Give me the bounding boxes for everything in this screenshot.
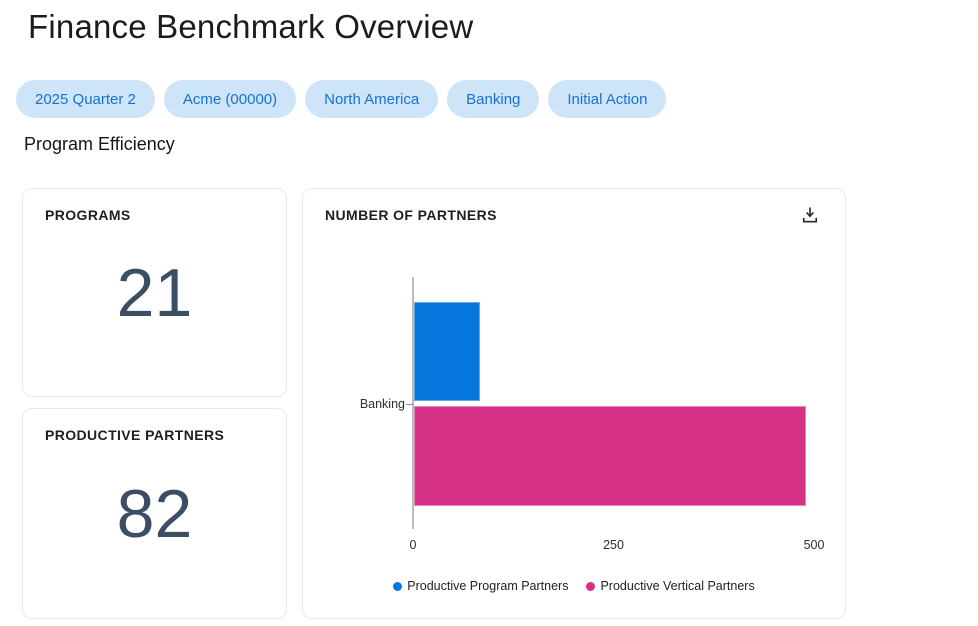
- kpi-card-title: PRODUCTIVE PARTNERS: [45, 427, 225, 443]
- legend-dot-blue-icon: [393, 581, 403, 591]
- kpi-value-productive-partners: 82: [116, 475, 193, 552]
- filter-chip-account[interactable]: Acme (00000): [163, 80, 297, 118]
- download-icon: [800, 205, 820, 225]
- chart-card-number-of-partners: NUMBER OF PARTNERS Banking 0 250 500: [302, 188, 846, 619]
- legend-label: Productive Vertical Partners: [600, 579, 755, 593]
- y-axis-category-label: Banking: [359, 397, 405, 411]
- y-axis-line: [412, 277, 414, 529]
- x-axis-tick-label-500: 500: [803, 538, 825, 552]
- legend-item-productive-program-partners[interactable]: Productive Program Partners: [393, 579, 568, 593]
- bar-productive-vertical-partners[interactable]: [414, 406, 806, 506]
- chart-card-title: NUMBER OF PARTNERS: [325, 207, 497, 223]
- y-axis-tick: [406, 404, 413, 405]
- bar-chart: Banking 0 250 500 Productive Program Par…: [303, 189, 845, 618]
- filter-chip-quarter[interactable]: 2025 Quarter 2: [16, 80, 155, 118]
- kpi-card-productive-partners: PRODUCTIVE PARTNERS 82: [22, 408, 287, 619]
- download-button[interactable]: [796, 201, 824, 229]
- filter-chip-vertical[interactable]: Banking: [447, 80, 540, 118]
- filter-chip-bar: 2025 Quarter 2 Acme (00000) North Americ…: [16, 80, 667, 118]
- filter-chip-region[interactable]: North America: [305, 80, 439, 118]
- section-heading: Program Efficiency: [24, 134, 175, 154]
- legend-label: Productive Program Partners: [407, 579, 569, 593]
- chart-legend: Productive Program Partners Productive V…: [303, 579, 845, 593]
- filter-chip-action[interactable]: Initial Action: [548, 80, 667, 118]
- bar-productive-program-partners[interactable]: [414, 302, 480, 401]
- kpi-value-programs: 21: [116, 254, 193, 331]
- legend-item-productive-vertical-partners[interactable]: Productive Vertical Partners: [586, 579, 755, 593]
- page-title: Finance Benchmark Overview: [28, 8, 474, 45]
- x-axis-tick-label-0: 0: [409, 538, 417, 552]
- legend-dot-pink-icon: [586, 581, 596, 591]
- x-axis-tick-label-250: 250: [603, 538, 624, 552]
- kpi-card-title: PROGRAMS: [45, 207, 131, 223]
- kpi-card-programs: PROGRAMS 21: [22, 188, 287, 397]
